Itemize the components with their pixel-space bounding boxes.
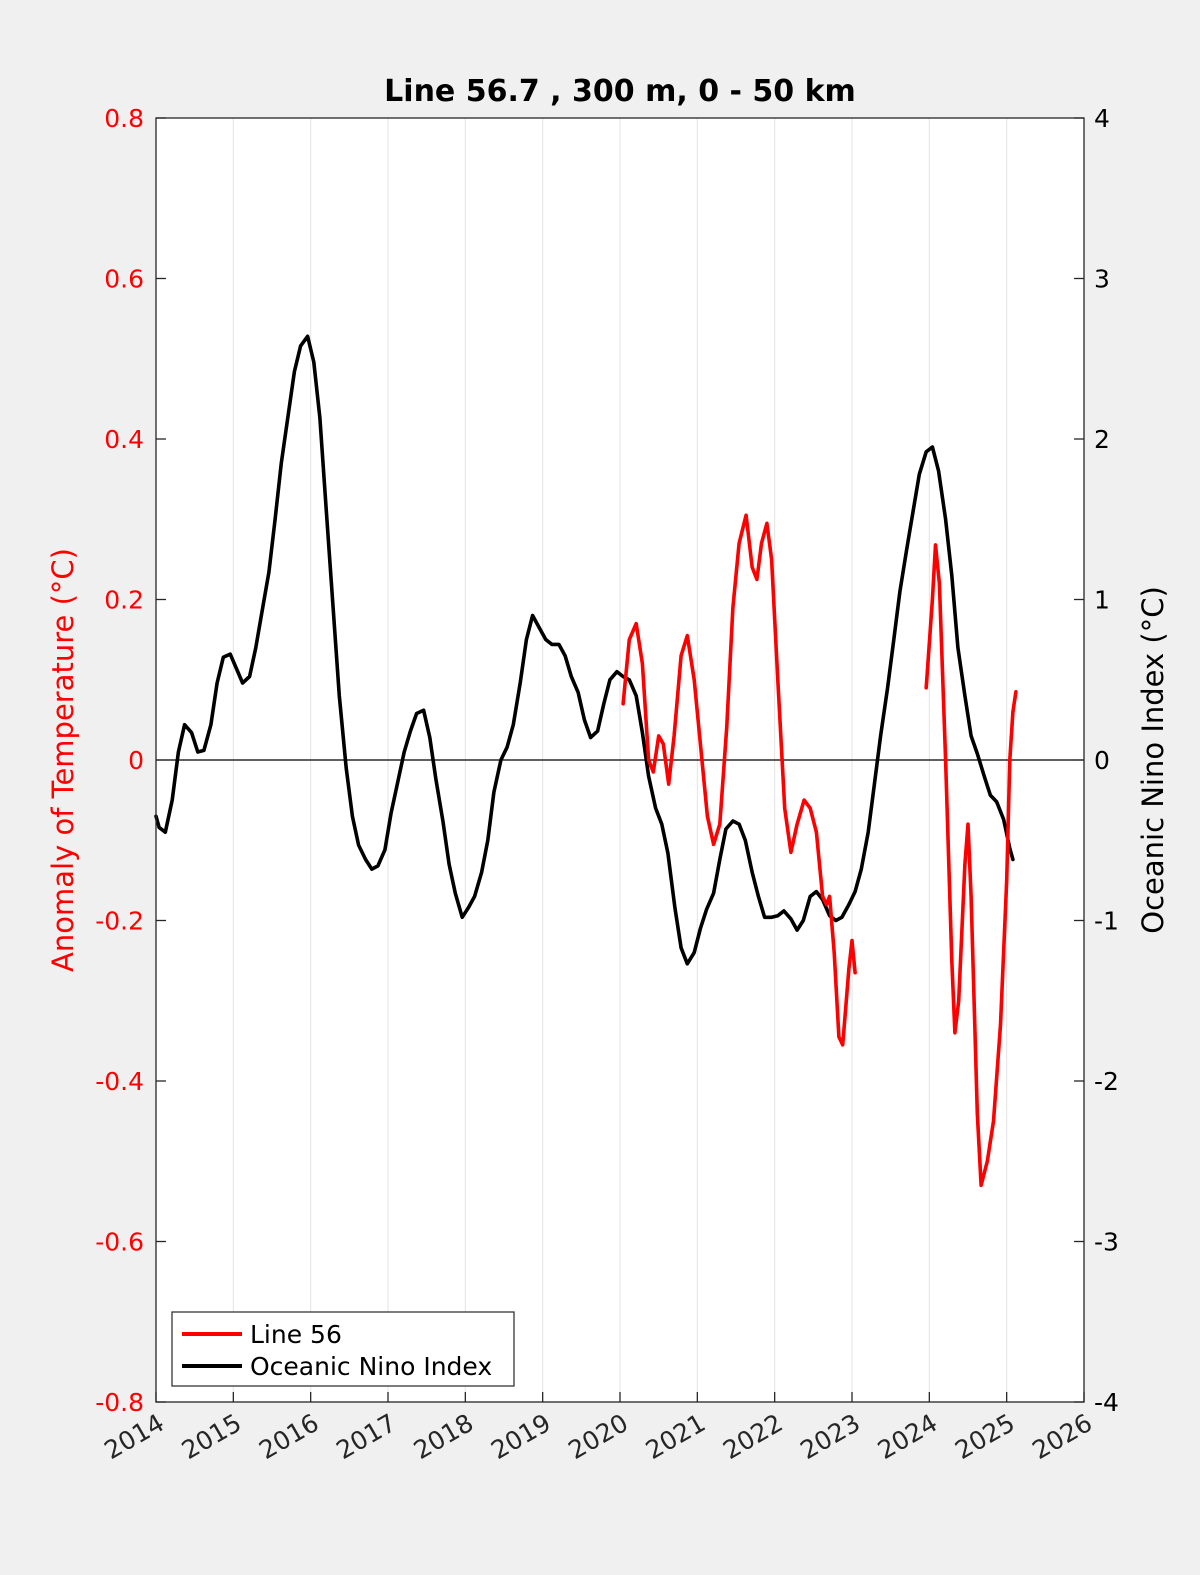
- x-tick-label: 2025: [950, 1408, 1020, 1465]
- legend-label-oni: Oceanic Nino Index: [250, 1352, 492, 1381]
- y-tick-label-right: 0: [1094, 746, 1110, 775]
- x-tick-label: 2018: [409, 1408, 479, 1465]
- y-axis-label-left: Anomaly of Temperature (°C): [46, 548, 80, 972]
- y-tick-label-left: -0.2: [95, 907, 144, 936]
- y-tick-label-left: 0: [128, 746, 144, 775]
- y-tick-label-left: -0.4: [95, 1067, 144, 1096]
- legend: Line 56 Oceanic Nino Index: [171, 1311, 515, 1387]
- y-tick-label-left: 0.8: [104, 104, 144, 133]
- chart-title: Line 56.7 , 300 m, 0 - 50 km: [384, 74, 856, 109]
- x-tick-label: 2015: [177, 1408, 247, 1465]
- y-tick-label-right: 4: [1094, 104, 1110, 133]
- x-tick-label: 2021: [641, 1408, 711, 1465]
- y-tick-label-left: 0.2: [104, 586, 144, 615]
- y-tick-label-right: -2: [1094, 1067, 1119, 1096]
- y-tick-label-right: -4: [1094, 1388, 1119, 1417]
- legend-box: [171, 1311, 515, 1387]
- series-line56-segment-0: [621, 513, 857, 1047]
- x-tick-label: 2022: [718, 1408, 788, 1465]
- y-tick-label-right: 3: [1094, 265, 1110, 294]
- y-tick-label-left: 0.4: [104, 425, 144, 454]
- y-axis-label-right: Oceanic Nino Index (°C): [1136, 586, 1170, 934]
- y-tick-label-right: 1: [1094, 586, 1110, 615]
- series-line56-segment-1: [924, 543, 1018, 1188]
- x-tick-label: 2019: [486, 1408, 556, 1465]
- x-tick-label: 2023: [795, 1408, 865, 1465]
- y-tick-label-left: -0.8: [95, 1388, 144, 1417]
- x-tick-label: 2020: [563, 1408, 633, 1465]
- x-tick-label: 2017: [331, 1408, 401, 1465]
- y-tick-label-left: -0.6: [95, 1228, 144, 1257]
- y-tick-label-left: 0.6: [104, 265, 144, 294]
- x-tick-label: 2024: [873, 1408, 943, 1465]
- y-tick-label-right: -3: [1094, 1228, 1119, 1257]
- series-layer: [154, 334, 1018, 1188]
- y-tick-label-right: -1: [1094, 907, 1119, 936]
- y-tick-label-right: 2: [1094, 425, 1110, 454]
- legend-label-line56: Line 56: [250, 1320, 342, 1349]
- series-oni-segment-0: [154, 334, 1015, 966]
- x-tick-label: 2016: [254, 1408, 324, 1465]
- x-tick-label: 2026: [1027, 1408, 1097, 1465]
